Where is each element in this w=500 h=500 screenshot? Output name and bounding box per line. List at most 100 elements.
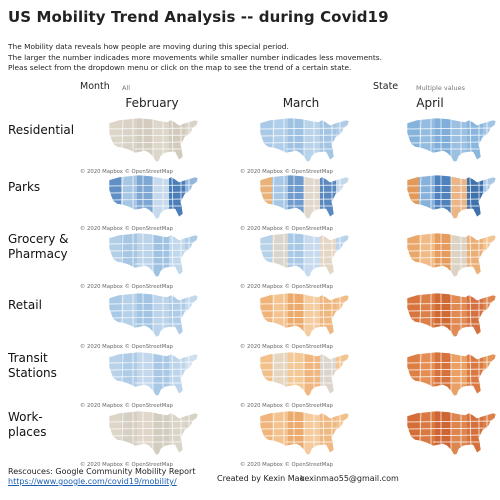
region-fill[interactable] [169,113,186,169]
region-fill[interactable] [153,406,170,462]
region-fill[interactable] [451,288,468,344]
region-fill[interactable] [336,113,353,169]
us-choropleth-map[interactable] [105,406,203,462]
us-choropleth-map[interactable] [403,406,500,462]
region-fill[interactable] [483,288,500,344]
region-fill[interactable] [467,113,484,169]
region-fill[interactable] [320,228,337,284]
region-fill[interactable] [185,228,202,284]
region-fill[interactable] [451,113,468,169]
region-fill[interactable] [185,288,202,344]
region-fill[interactable] [435,288,452,344]
source-link[interactable]: https://www.google.com/covid19/mobility/ [8,477,177,486]
region-fill[interactable] [304,170,321,226]
us-choropleth-map[interactable] [256,288,354,344]
region-fill[interactable] [121,406,138,462]
region-fill[interactable] [288,406,305,462]
us-choropleth-map[interactable] [105,288,203,344]
region-fill[interactable] [153,228,170,284]
map-panel[interactable]: © 2020 Mapbox © OpenStreetMap [240,170,354,232]
region-fill[interactable] [419,347,436,403]
region-fill[interactable] [169,228,186,284]
region-fill[interactable] [169,406,186,462]
us-choropleth-map[interactable] [256,113,354,169]
region-fill[interactable] [435,170,452,226]
region-fill[interactable] [137,113,154,169]
region-fill[interactable] [137,288,154,344]
region-fill[interactable] [153,347,170,403]
us-choropleth-map[interactable] [105,113,203,169]
region-fill[interactable] [483,113,500,169]
map-panel[interactable]: © 2020 Mapbox © OpenStreetMap [80,347,203,409]
region-fill[interactable] [153,113,170,169]
region-fill[interactable] [288,170,305,226]
region-fill[interactable] [320,113,337,169]
region-fill[interactable] [419,170,436,226]
region-fill[interactable] [435,228,452,284]
region-fill[interactable] [336,170,353,226]
region-fill[interactable] [336,406,353,462]
region-fill[interactable] [419,228,436,284]
region-fill[interactable] [467,170,484,226]
region-fill[interactable] [320,406,337,462]
region-fill[interactable] [137,406,154,462]
region-fill[interactable] [137,170,154,226]
region-fill[interactable] [137,347,154,403]
region-fill[interactable] [336,347,353,403]
region-fill[interactable] [272,113,289,169]
map-panel[interactable]: © 2020 Mapbox © OpenStreetMap [80,228,203,290]
region-fill[interactable] [185,113,202,169]
us-choropleth-map[interactable] [403,347,500,403]
region-fill[interactable] [419,113,436,169]
region-fill[interactable] [336,228,353,284]
map-panel[interactable]: © 2020 Mapbox © OpenStreetMap [240,113,354,175]
region-fill[interactable] [288,113,305,169]
region-fill[interactable] [272,170,289,226]
region-fill[interactable] [451,170,468,226]
map-panel[interactable]: © 2020 Mapbox © OpenStreetMap [80,288,203,350]
region-fill[interactable] [169,347,186,403]
region-fill[interactable] [435,347,452,403]
region-fill[interactable] [121,347,138,403]
us-choropleth-map[interactable] [256,347,354,403]
region-fill[interactable] [435,113,452,169]
region-fill[interactable] [272,288,289,344]
us-choropleth-map[interactable] [403,113,500,169]
region-fill[interactable] [451,228,468,284]
map-panel[interactable]: © 2020 Mapbox © OpenStreetMap [240,406,354,468]
region-fill[interactable] [153,170,170,226]
region-fill[interactable] [137,228,154,284]
map-panel[interactable] [403,228,500,290]
region-fill[interactable] [121,170,138,226]
region-fill[interactable] [467,228,484,284]
region-fill[interactable] [320,170,337,226]
region-fill[interactable] [304,406,321,462]
us-choropleth-map[interactable] [403,228,500,284]
map-panel[interactable] [403,170,500,232]
us-choropleth-map[interactable] [105,347,203,403]
region-fill[interactable] [272,347,289,403]
region-fill[interactable] [304,288,321,344]
region-fill[interactable] [435,406,452,462]
region-fill[interactable] [169,170,186,226]
region-fill[interactable] [185,406,202,462]
region-fill[interactable] [467,406,484,462]
month-filter-dropdown[interactable]: All [122,84,131,92]
us-choropleth-map[interactable] [256,228,354,284]
map-panel[interactable]: © 2020 Mapbox © OpenStreetMap [240,288,354,350]
region-fill[interactable] [451,347,468,403]
map-panel[interactable]: © 2020 Mapbox © OpenStreetMap [240,228,354,290]
us-choropleth-map[interactable] [403,170,500,226]
region-fill[interactable] [467,288,484,344]
region-fill[interactable] [304,347,321,403]
map-panel[interactable]: © 2020 Mapbox © OpenStreetMap [80,113,203,175]
region-fill[interactable] [451,406,468,462]
region-fill[interactable] [467,347,484,403]
region-fill[interactable] [304,228,321,284]
map-panel[interactable] [403,347,500,409]
region-fill[interactable] [121,228,138,284]
region-fill[interactable] [304,113,321,169]
us-choropleth-map[interactable] [105,228,203,284]
region-fill[interactable] [121,113,138,169]
map-panel[interactable] [403,288,500,350]
